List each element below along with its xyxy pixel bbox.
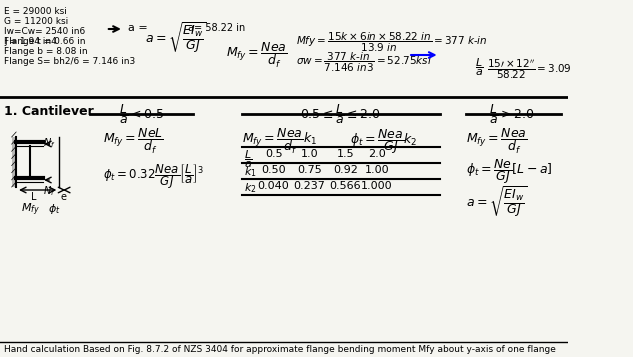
Text: $M_{fy}$: $M_{fy}$ — [21, 202, 40, 218]
Text: $M_{fy} = \dfrac{Nea}{d_f}$: $M_{fy} = \dfrac{Nea}{d_f}$ — [226, 41, 287, 70]
Text: Iw=Cw= 2540 in6: Iw=Cw= 2540 in6 — [4, 27, 85, 36]
Text: $\phi_t = \dfrac{Ne}{GJ}[L-a]$: $\phi_t = \dfrac{Ne}{GJ}[L-a]$ — [467, 157, 553, 186]
Text: $\sigma w = \dfrac{377\ k\text{-}in}{7.146\ in3} = 52.75ksi$: $\sigma w = \dfrac{377\ k\text{-}in}{7.1… — [296, 51, 432, 74]
Text: $\phi_t = \dfrac{Nea}{GJ}k_2$: $\phi_t = \dfrac{Nea}{GJ}k_2$ — [350, 127, 417, 156]
Text: L: L — [32, 192, 37, 202]
Text: $a = \sqrt{\dfrac{EI_w}{GJ}}$: $a = \sqrt{\dfrac{EI_w}{GJ}}$ — [467, 184, 529, 219]
Text: Flange S= bh2/6 = 7.146 in3: Flange S= bh2/6 = 7.146 in3 — [4, 57, 135, 66]
Text: $\dfrac{L}{a} < 0.5$: $\dfrac{L}{a} < 0.5$ — [119, 102, 165, 126]
Text: $0.5 \leq \dfrac{L}{a} \leq 2.0$: $0.5 \leq \dfrac{L}{a} \leq 2.0$ — [301, 102, 381, 126]
Text: $Mfy = \dfrac{15k \times 6in \times 58.22\ in}{13.9\ in} = 377\ k\text{-}in$: $Mfy = \dfrac{15k \times 6in \times 58.2… — [296, 31, 488, 54]
Text: $k_2$: $k_2$ — [244, 181, 256, 195]
Text: 1. Cantilever: 1. Cantilever — [4, 105, 94, 118]
Text: 1.5: 1.5 — [337, 149, 354, 159]
Text: 1.00: 1.00 — [365, 165, 389, 175]
Text: 0.566: 0.566 — [330, 181, 361, 191]
Bar — [11, 137, 16, 187]
Text: $M_{fy} = \dfrac{Nea}{d_f}k_1$: $M_{fy} = \dfrac{Nea}{d_f}k_1$ — [242, 127, 317, 156]
Text: $\dfrac{L}{a} > 2.0$: $\dfrac{L}{a} > 2.0$ — [489, 102, 534, 126]
Text: J = 1.94 in4: J = 1.94 in4 — [4, 37, 57, 46]
Text: $M_{fy} = \dfrac{NeL}{d_f}$: $M_{fy} = \dfrac{NeL}{d_f}$ — [103, 127, 164, 156]
Text: 0.040: 0.040 — [258, 181, 289, 191]
Text: Flange b = 8.08 in: Flange b = 8.08 in — [4, 47, 88, 56]
Text: $N_f$: $N_f$ — [43, 184, 56, 198]
Text: E = 29000 ksi: E = 29000 ksi — [4, 7, 67, 16]
Text: $\phi_t = 0.32\dfrac{Nea}{GJ}\left[\dfrac{L}{a}\right]^3$: $\phi_t = 0.32\dfrac{Nea}{GJ}\left[\dfra… — [103, 162, 204, 191]
Text: a =: a = — [128, 23, 148, 33]
Text: $\dfrac{L}{a}$: $\dfrac{L}{a}$ — [244, 149, 253, 171]
Text: e: e — [61, 192, 66, 202]
Text: 0.75: 0.75 — [297, 165, 322, 175]
Text: $N_f$: $N_f$ — [43, 136, 56, 150]
Text: G = 11200 ksi: G = 11200 ksi — [4, 17, 69, 26]
Text: Flange t = 0.66 in: Flange t = 0.66 in — [4, 37, 86, 46]
Text: a= 58.22 in: a= 58.22 in — [189, 23, 246, 33]
Text: $\dfrac{L}{a}$: $\dfrac{L}{a}$ — [475, 57, 484, 79]
Text: $M_{fy} = \dfrac{Nea}{d_f}$: $M_{fy} = \dfrac{Nea}{d_f}$ — [467, 127, 528, 156]
Text: 0.5: 0.5 — [265, 149, 282, 159]
Text: $\phi_t$: $\phi_t$ — [47, 202, 60, 216]
Text: 1.000: 1.000 — [361, 181, 392, 191]
Text: $\dfrac{15\prime \times 12^{\prime\prime}}{58.22} = 3.09$: $\dfrac{15\prime \times 12^{\prime\prime… — [487, 57, 572, 81]
Text: 0.50: 0.50 — [261, 165, 286, 175]
Text: Hand calculation Based on Fig. 8.7.2 of NZS 3404 for approximate flange bending : Hand calculation Based on Fig. 8.7.2 of … — [4, 345, 556, 354]
Text: 2.0: 2.0 — [368, 149, 385, 159]
Text: $k_1$: $k_1$ — [244, 165, 256, 179]
Text: 1.0: 1.0 — [301, 149, 318, 159]
Text: 0.92: 0.92 — [333, 165, 358, 175]
Text: $a = \sqrt{\dfrac{EI_w}{GJ}}$: $a = \sqrt{\dfrac{EI_w}{GJ}}$ — [146, 20, 208, 55]
Text: 0.237: 0.237 — [294, 181, 325, 191]
